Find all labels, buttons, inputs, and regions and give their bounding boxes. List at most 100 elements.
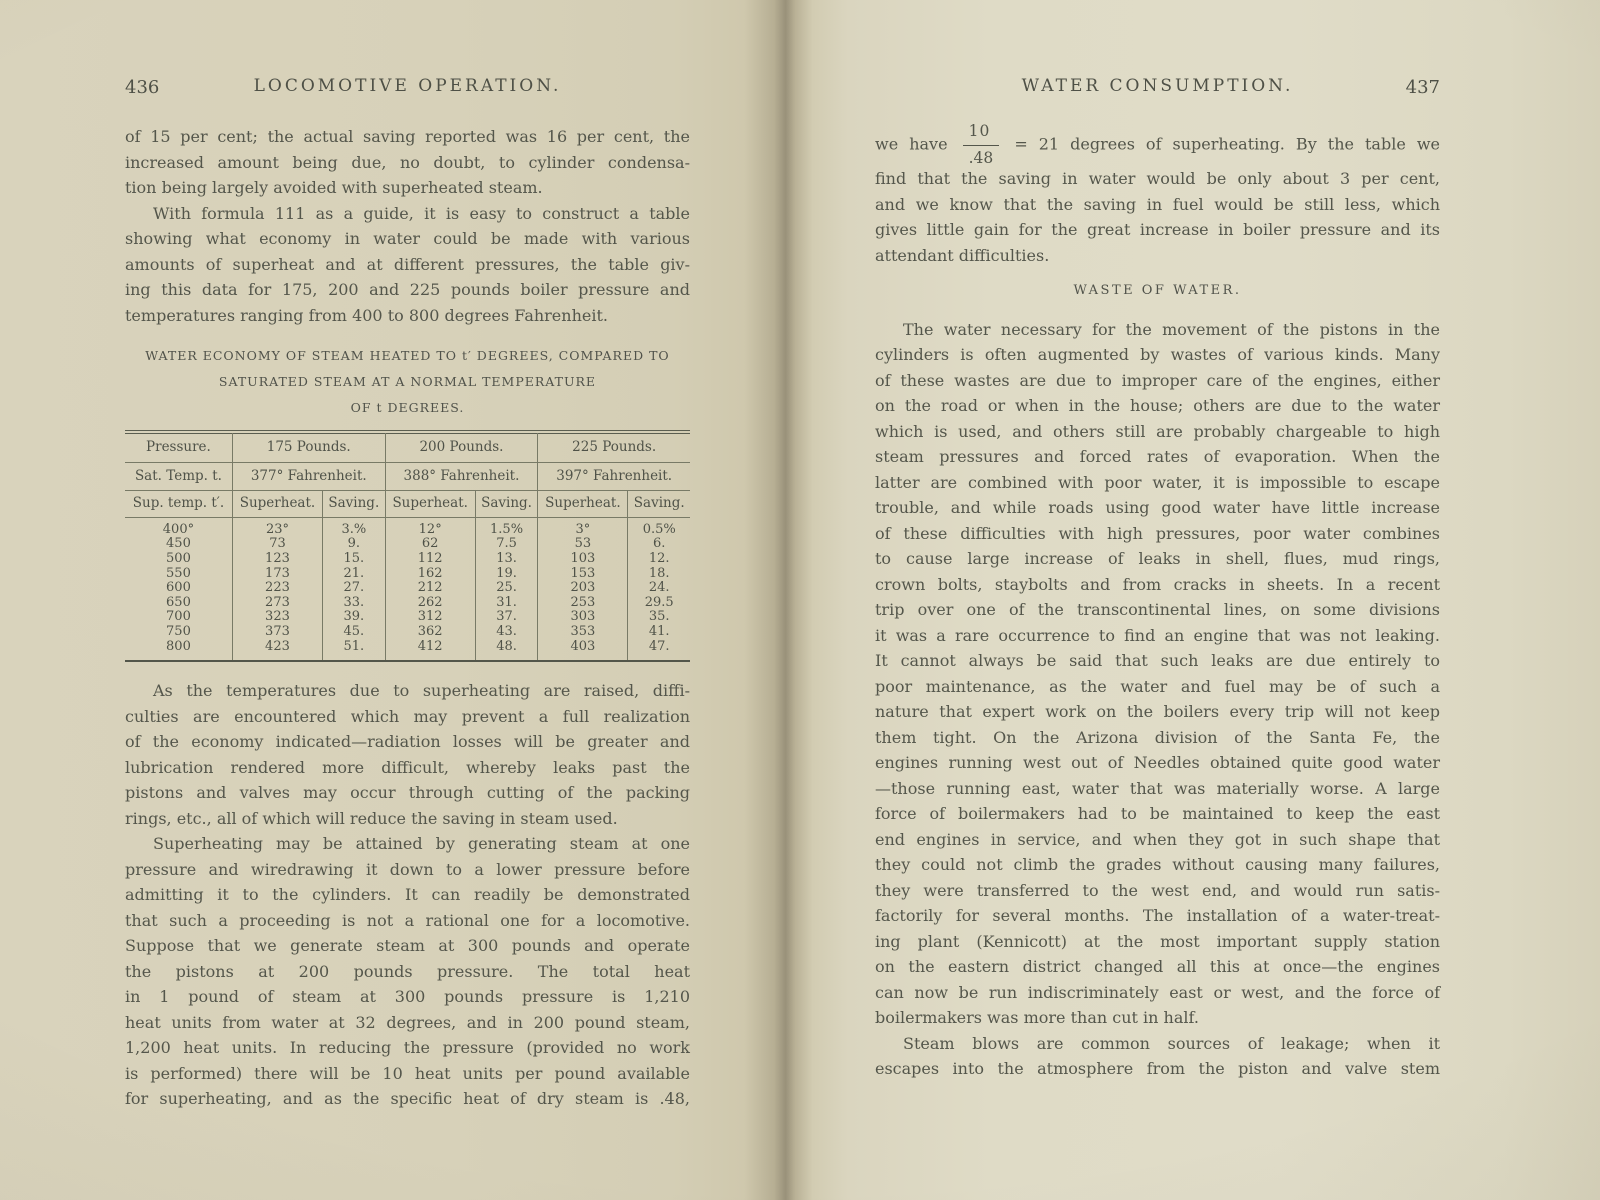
paragraph: Steam blows are common sources of leakag… (875, 1031, 1440, 1082)
table-row: 500 123 15. 112 13. 103 12. (125, 551, 690, 567)
text-line: of the economy indicated—radiation losse… (125, 732, 690, 752)
table-header-cell: Saving. (627, 490, 690, 518)
text-line: trouble, and while roads using good wate… (875, 498, 1440, 517)
table-cell: 700 (166, 609, 191, 625)
table-cell: 53 (537, 537, 628, 552)
fraction-line: we have 10.48 = 21 degrees of superheati… (875, 123, 1441, 166)
table-row: 600 223 27. 212 25. 203 24. (125, 581, 690, 596)
text-line: nature that expert work on the boilers e… (875, 702, 1440, 721)
text-line: is performed) there will be 10 heat unit… (125, 1063, 690, 1083)
paragraph: Superheating may be attained by generati… (125, 831, 690, 1112)
fraction-after: = 21 degrees of superheating. By the tab… (1014, 134, 1441, 154)
table-body: 400° 23° 3.% 12° 1.5% 3° 0.5% 450 73 9. 62 7.5 53 6. 5… (125, 517, 690, 662)
table-cell: 15. (322, 551, 386, 567)
table-cell: 373 (231, 624, 323, 640)
table-header-cell: Pressure. (125, 433, 233, 463)
text-line: increased amount being due, no doubt, to… (125, 152, 690, 172)
table-header-cell: Sat. Temp. t. (125, 462, 233, 492)
text-line: With formula 111 as a guide, it is easy … (153, 203, 690, 223)
text-line: rings, etc., all of which will reduce th… (125, 808, 618, 828)
table-caption-line: OF t DEGREES. (350, 400, 465, 415)
table-cell: 73 (231, 537, 323, 552)
table-header-cell: 200 Pounds. (384, 433, 538, 463)
table-cell: 43. (474, 624, 538, 640)
table-cell: 123 (231, 551, 323, 567)
table-cell: 12. (627, 551, 690, 567)
data-table-block: Pressure. 175 Pounds. 200 Pounds. 225 Pound… (125, 430, 690, 663)
text-line: force of boilermakers had to be maintain… (875, 804, 1440, 823)
fraction-before: we have (875, 134, 948, 154)
running-head-right: WATER CONSUMPTION. 437 (875, 76, 1440, 102)
table-cell: 3.% (322, 517, 386, 538)
table-cell: 450 (166, 536, 191, 552)
table-cell: 203 (537, 581, 628, 596)
table-cell: 37. (474, 610, 538, 625)
table-header-cell: Saving. (322, 490, 386, 518)
paragraph: The water necessary for the movement of … (875, 317, 1440, 1031)
table-cell: 7.5 (474, 537, 538, 552)
text-line: of 15 per cent; the actual saving report… (125, 127, 690, 146)
text-line: attendant difficulties. (875, 245, 1050, 265)
page-number-left: 436 (125, 77, 160, 98)
text-line: Suppose that we generate steam at 300 po… (125, 936, 690, 956)
table-caption-line: SATURATED STEAM AT A NORMAL TEMPERATURE (218, 374, 597, 389)
table-header-row: Sup. temp. t′. Superheat. Saving. Superheat… (125, 490, 690, 518)
table-cell: 153 (537, 566, 628, 582)
section-heading: WASTE OF WATER. (1073, 283, 1242, 298)
text-line: of these wastes are due to improper care… (875, 370, 1440, 390)
text-line: boilermakers was more than cut in half. (875, 1008, 1199, 1027)
text-line: end engines in service, and when they go… (875, 829, 1440, 849)
text-line: it was a rare occurrence to find an engi… (875, 625, 1440, 645)
table-cell: 39. (322, 610, 386, 625)
table-cell: 48. (474, 639, 538, 662)
text-line: culties are encountered which may preven… (125, 706, 690, 726)
text-line: poor maintenance, as the water and fuel … (875, 676, 1440, 696)
table-cell: 400° (162, 521, 195, 537)
table-header-cell: 388° Fahrenheit. (384, 462, 538, 492)
table-cell: 51. (322, 639, 386, 662)
table-cell: 353 (537, 624, 628, 640)
text-line: It cannot always be said that such leaks… (875, 651, 1440, 670)
text-line: amounts of superheat and at different pr… (125, 254, 690, 274)
text-line: the pistons at 200 pounds pressure. The … (125, 961, 690, 981)
paragraph: As the temperatures due to superheating … (125, 678, 690, 831)
table-row: 700 323 39. 312 37. 303 35. (125, 610, 690, 625)
fraction-paragraph: we have 10.48 = 21 degrees of superheati… (875, 123, 1441, 268)
paragraph: of 15 per cent; the actual saving report… (125, 124, 690, 201)
text-line: admitting it to the cylinders. It can re… (125, 885, 690, 905)
table-cell: 29.5 (627, 595, 690, 611)
table-cell: 550 (166, 565, 191, 581)
table-cell: 31. (474, 595, 538, 611)
text-line: on the road or when in the house; others… (875, 396, 1440, 415)
text-line: find that the saving in water would be o… (875, 169, 1440, 188)
text-line: gives little gain for the great increase… (875, 220, 1440, 239)
text-line: they were transferred to the west end, a… (875, 880, 1440, 900)
text-line: in 1 pound of steam at 300 pounds pressu… (125, 987, 690, 1007)
table-cell: 403 (537, 639, 628, 662)
text-line: showing what economy in water could be m… (125, 229, 690, 248)
text-line: The water necessary for the movement of … (903, 319, 1440, 339)
table-cell: 173 (231, 566, 323, 582)
table-cell: 33. (322, 595, 386, 611)
table-header-cell: Superheat. (231, 490, 323, 518)
table-header-cell: 377° Fahrenheit. (231, 462, 386, 492)
table-header-cell: Saving. (474, 490, 538, 518)
table-cell: 13. (474, 551, 538, 567)
table-cell: 112 (384, 551, 476, 567)
text-line: factorily for several months. The instal… (875, 906, 1440, 925)
table-cell: 103 (537, 551, 628, 567)
text-line: Superheating may be attained by generati… (153, 834, 690, 854)
table-cell: 9. (322, 537, 386, 552)
table-cell: 362 (384, 624, 476, 640)
table-cell: 800 (166, 638, 191, 654)
text-line: can now be run indiscriminately east or … (875, 982, 1440, 1002)
text-line: As the temperatures due to superheating … (153, 681, 690, 701)
fraction: 10.48 (962, 123, 1000, 166)
table-cell: 312 (384, 610, 476, 625)
text-line: Steam blows are common sources of leakag… (903, 1033, 1440, 1053)
text-line: they could not climb the grades without … (875, 855, 1440, 874)
text-line: and we know that the saving in fuel woul… (875, 194, 1440, 214)
text-line: heat units from water at 32 degrees, and… (125, 1012, 690, 1032)
text-line: that such a proceeding is not a rational… (125, 910, 690, 930)
text-line: latter are combined with poor water, it … (875, 472, 1440, 492)
